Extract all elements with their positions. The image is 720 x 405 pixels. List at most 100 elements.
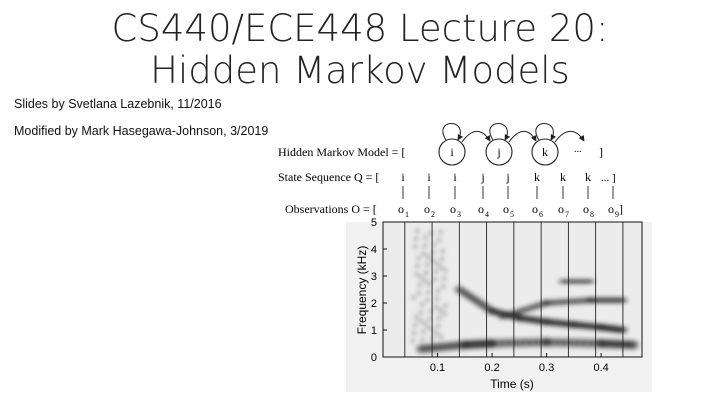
observation-subscript: 5: [510, 210, 514, 219]
state-sequence-item: i: [401, 170, 405, 184]
hmm-ellipsis: ...: [574, 144, 582, 155]
energy-blob: [426, 289, 431, 295]
energy-blob: [432, 277, 437, 282]
energy-blob: [435, 288, 441, 294]
y-axis: 0 1 2 3 4 5: [371, 217, 387, 364]
observation-item: o: [398, 202, 404, 216]
spectrogram-chart: 0 1 2 3 4 5 0.1 0.2 0.3 0.4 Time (s) Frequency (…: [346, 217, 652, 392]
title-line-1: CS440/ECE448 Lecture 20:: [111, 7, 609, 50]
observation-item: o: [583, 202, 589, 216]
formant-blob: [628, 340, 639, 350]
energy-blob: [437, 307, 443, 313]
energy-blob: [440, 284, 446, 289]
energy-blob: [422, 278, 428, 283]
energy-blob: [426, 324, 431, 330]
hmm-label: Hidden Markov Model = [: [278, 145, 405, 159]
observation-item: o: [478, 202, 484, 216]
self-loop-arrow: [535, 123, 557, 141]
observation-subscript: 1: [405, 210, 409, 219]
y-tick-label: 3: [371, 271, 377, 283]
observation-item: o: [424, 202, 430, 216]
energy-blob: [434, 261, 439, 266]
energy-blob: [427, 281, 432, 287]
energy-blob: [425, 297, 430, 303]
observation-item: o: [503, 202, 509, 216]
energy-blob: [433, 269, 438, 274]
x-axis-label: Time (s): [490, 377, 534, 391]
self-loop-arrow: [442, 123, 464, 141]
state-sequence-item: i: [427, 170, 431, 184]
energy-blob: [430, 328, 436, 333]
energy-blob: [440, 249, 445, 254]
state-sequence-label: State Sequence Q = [: [278, 170, 379, 184]
hmm-state-i: i: [438, 123, 466, 166]
observation-subscript: 6: [539, 210, 543, 219]
energy-blob: [416, 255, 421, 261]
state-sequence-end: ... ]: [601, 172, 616, 184]
energy-blob: [420, 337, 425, 342]
energy-blob: [417, 318, 423, 323]
y-axis-label: Frequency (kHz): [355, 246, 369, 335]
energy-blob: [435, 323, 441, 329]
energy-blob: [422, 321, 427, 326]
energy-blob: [414, 271, 419, 277]
energy-blob: [439, 335, 444, 340]
energy-blob: [411, 295, 416, 300]
observation-item: o: [532, 202, 538, 216]
credit-modifier: Modified by Mark Hasegawa-Johnson, 3/201…: [14, 124, 269, 138]
state-label: j: [496, 145, 500, 159]
energy-blob: [438, 264, 443, 270]
transition-arrow: [554, 130, 585, 143]
hmm-state-k: k: [531, 123, 559, 166]
energy-blob: [410, 338, 416, 343]
sequence-connectors: [402, 186, 614, 199]
observation-subscript: 9: [615, 210, 619, 219]
hmm-state-j: j: [485, 123, 513, 166]
y-tick-label: 1: [371, 325, 377, 337]
x-tick-label: 0.3: [539, 362, 554, 374]
energy-blob: [438, 229, 443, 235]
state-label: k: [542, 145, 548, 159]
y-tick-label: 2: [371, 298, 377, 310]
energy-blob: [416, 290, 422, 296]
energy-blob: [414, 236, 419, 241]
energy-blob: [411, 330, 417, 336]
transition-arrow: [461, 130, 491, 143]
energy-blob: [442, 268, 448, 273]
observation-subscript: 7: [565, 210, 569, 219]
energy-blob: [442, 311, 447, 316]
energy-blob: [415, 263, 420, 269]
energy-blob: [433, 304, 439, 309]
plot-area: [382, 221, 643, 358]
energy-blob: [437, 237, 442, 243]
state-sequence-item: j: [480, 170, 484, 184]
energy-blob: [421, 251, 426, 256]
energy-blob: [427, 317, 432, 322]
self-loop-arrow: [489, 123, 511, 141]
observation-item: o: [558, 202, 564, 216]
state-sequence-item: i: [453, 170, 457, 184]
energy-blob: [417, 283, 423, 288]
energy-blob: [432, 242, 437, 247]
transition-arrow: [508, 130, 537, 143]
x-axis: 0.1 0.2 0.3 0.4: [430, 353, 609, 374]
energy-blob: [421, 329, 426, 334]
hmm-close-bracket: ]: [599, 145, 603, 159]
energy-blob: [424, 262, 430, 268]
energy-blob: [419, 302, 425, 307]
observation-subscript: 4: [485, 210, 489, 219]
energy-blob: [413, 314, 419, 320]
energy-blob: [413, 244, 418, 249]
slide-title: CS440/ECE448 Lecture 20: Hidden Markov M…: [0, 8, 720, 92]
energy-blob: [443, 303, 448, 308]
x-tick-label: 0.1: [430, 362, 445, 374]
energy-blob: [422, 243, 427, 248]
y-tick-label: 5: [371, 217, 377, 229]
energy-blob: [423, 235, 428, 240]
x-tick-label: 0.4: [593, 362, 608, 374]
frame-boundaries: [404, 222, 624, 357]
observation-item: o: [608, 202, 614, 216]
energy-blob: [423, 270, 429, 275]
